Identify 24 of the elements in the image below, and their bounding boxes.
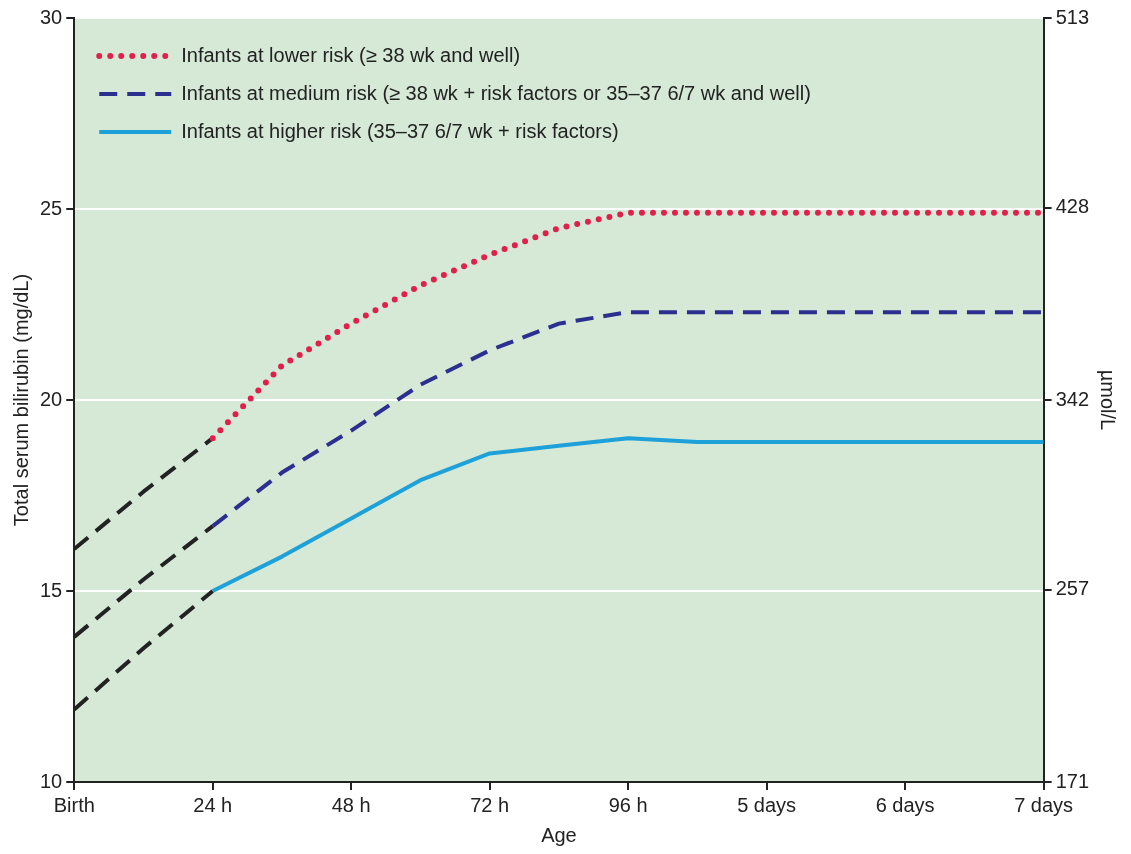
y2-tick-label: 513 — [1055, 5, 1090, 28]
legend-label: Infants at higher risk (35–37 6/7 wk + risk factors) — [181, 119, 619, 142]
y-tick-label: 20 — [40, 387, 63, 410]
x-tick-label: 96 h — [608, 793, 648, 816]
x-tick-label: 6 days — [875, 793, 935, 816]
y2-tick-label: 171 — [1055, 769, 1090, 792]
y2-tick-label: 342 — [1055, 387, 1090, 410]
y-tick-label: 10 — [40, 769, 63, 792]
x-tick-label: Birth — [53, 793, 95, 816]
x-tick-label: 72 h — [470, 793, 510, 816]
x-tick-label: 24 h — [193, 793, 233, 816]
x-axis-title: Age — [541, 823, 577, 846]
x-tick-label: 5 days — [737, 793, 797, 816]
y-tick-label: 25 — [40, 196, 63, 219]
y-axis-title: Total serum bilirubin (mg/dL) — [9, 273, 32, 527]
y2-tick-label: 428 — [1055, 195, 1090, 218]
legend-label: Infants at medium risk (≥ 38 wk + risk factors or 35–37 6/7 wk and well) — [181, 81, 811, 104]
x-tick-label: 48 h — [331, 793, 371, 816]
x-tick-label: 7 days — [1014, 793, 1074, 816]
y-tick-label: 30 — [40, 5, 63, 28]
y2-tick-label: 257 — [1055, 577, 1090, 600]
y-tick-label: 15 — [40, 578, 63, 601]
legend-label: Infants at lower risk (≥ 38 wk and well) — [181, 43, 521, 66]
y2-axis-title: µmol/L — [1097, 369, 1120, 431]
